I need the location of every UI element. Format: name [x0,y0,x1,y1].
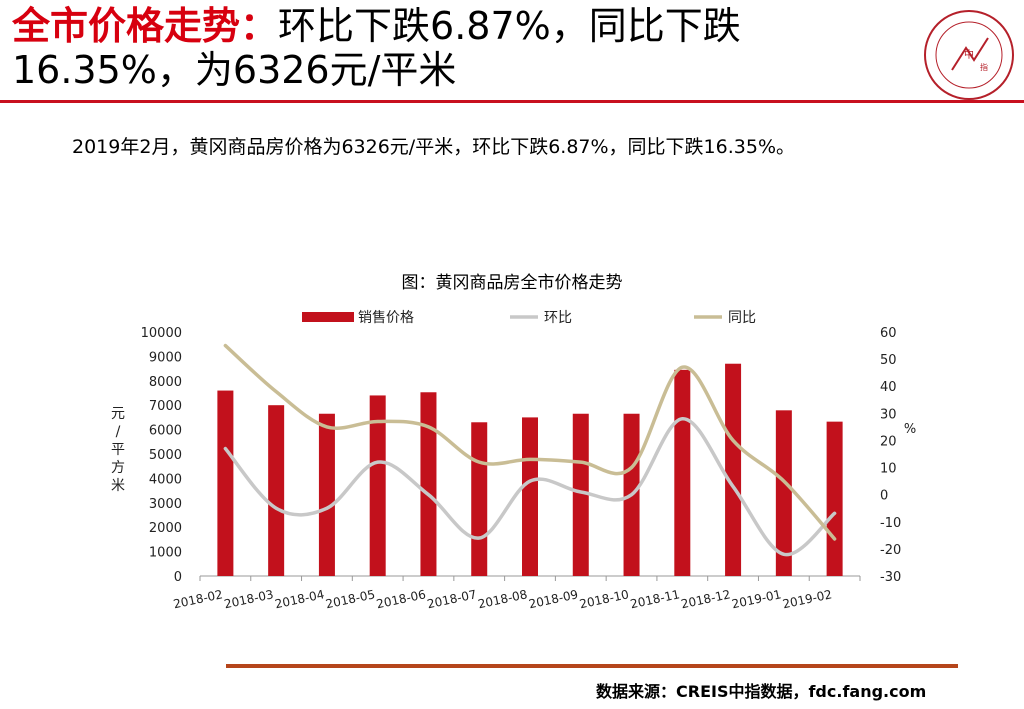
left-y-tick-label: 6000 [149,424,182,439]
legend-label: 同比 [728,310,756,326]
x-tick-label: 2018-02 [172,587,224,611]
left-y-tick-label: 2000 [149,521,182,536]
left-y-tick-label: 3000 [149,497,182,512]
left-y-tick-label: 10000 [141,326,182,341]
x-tick-label: 2018-10 [578,587,630,611]
legend-swatch-bar [302,312,354,322]
x-tick-label: 2018-11 [629,587,681,611]
price-bar [572,413,589,576]
x-tick-label: 2019-02 [781,587,833,611]
legend-label: 销售价格 [358,310,414,326]
bar-series [217,363,843,576]
page-title: 全市价格走势：环比下跌6.87%，同比下跌16.35%，为6326元/平米 [12,4,912,92]
price-bar [369,395,386,576]
price-bar [674,369,691,576]
right-y-axis-label: % [904,422,916,437]
footer-divider [226,664,958,668]
svg-text:指: 指 [980,62,988,72]
legend-label: 环比 [544,310,572,326]
yoy-line [223,343,837,541]
left-y-axis-label-char: 方 [111,460,125,476]
left-y-tick-label: 1000 [149,546,182,561]
chart-title: 图：黄冈商品房全市价格走势 [402,273,623,293]
left-y-axis-label-char: 平 [111,442,125,458]
left-y-axis-label-char: 元 [111,406,125,422]
right-y-tick-label: 50 [880,353,897,368]
right-y-tick-label: 30 [880,407,897,422]
mom-line [223,417,837,557]
right-y-tick-label: 40 [880,380,897,395]
x-tick-label: 2018-05 [324,587,376,611]
chart-legend: 销售价格 环比 同比 [302,310,756,326]
title-rest: 环比下跌6.87%，同比下跌16.35%，为6326元/平米 [12,4,741,92]
right-y-tick-label: 0 [880,489,888,504]
svg-text:中: 中 [964,48,974,61]
title-block: 全市价格走势：环比下跌6.87%，同比下跌16.35%，为6326元/平米 [12,4,912,92]
price-bar [217,390,234,576]
left-y-tick-label: 7000 [149,399,182,414]
left-y-axis-label-char: / [116,424,121,440]
left-y-tick-label: 5000 [149,448,182,463]
x-tick-label: 2018-08 [477,587,529,611]
x-tick-label: 2018-04 [274,587,326,611]
left-y-tick-label: 0 [174,570,182,585]
x-axis-labels: 2018-022018-032018-042018-052018-062018-… [172,587,833,611]
x-tick-label: 2018-07 [426,587,478,611]
right-y-tick-label: -10 [880,516,901,531]
x-tick-label: 2018-09 [527,587,579,611]
right-y-tick-label: 20 [880,434,897,449]
price-bar [775,410,792,576]
right-y-tick-label: -20 [880,543,901,558]
right-y-tick-label: 60 [880,326,897,341]
left-y-axis-label-char: 米 [111,478,125,494]
price-bar [471,422,488,576]
price-bar [420,392,437,576]
x-tick-label: 2019-01 [731,587,783,611]
data-source: 数据来源：CREIS中指数据，fdc.fang.com [596,682,927,701]
left-y-tick-label: 8000 [149,375,182,390]
x-tick-label: 2018-03 [223,587,275,611]
price-bar [318,413,335,576]
right-y-tick-label: 10 [880,462,897,477]
x-tick-label: 2018-12 [680,587,732,611]
title-highlight: 全市价格走势： [12,4,279,48]
title-divider [0,100,1024,103]
china-index-academy-logo: 中 指 [924,10,1014,100]
price-bar [268,405,285,576]
line-series [223,343,837,557]
price-bar [522,417,538,576]
right-y-axis: 60 50 40 30 20 10 0 -10 -20 -30% [880,326,916,585]
right-y-tick-label: -30 [880,570,901,585]
chart-axes [199,575,861,581]
x-tick-label: 2018-06 [375,587,427,611]
left-y-tick-label: 9000 [149,350,182,365]
price-trend-chart: 图：黄冈商品房全市价格走势 销售价格 环比 同比 10000900080007000… [111,273,916,611]
price-bar [725,363,742,576]
left-y-tick-label: 4000 [149,472,182,487]
summary-text: 2019年2月，黄冈商品房价格为6326元/平米，环比下跌6.87%，同比下跌1… [72,136,796,158]
price-bar [826,421,843,576]
left-y-axis: 1000090008000700060005000400030002000100… [111,326,182,585]
